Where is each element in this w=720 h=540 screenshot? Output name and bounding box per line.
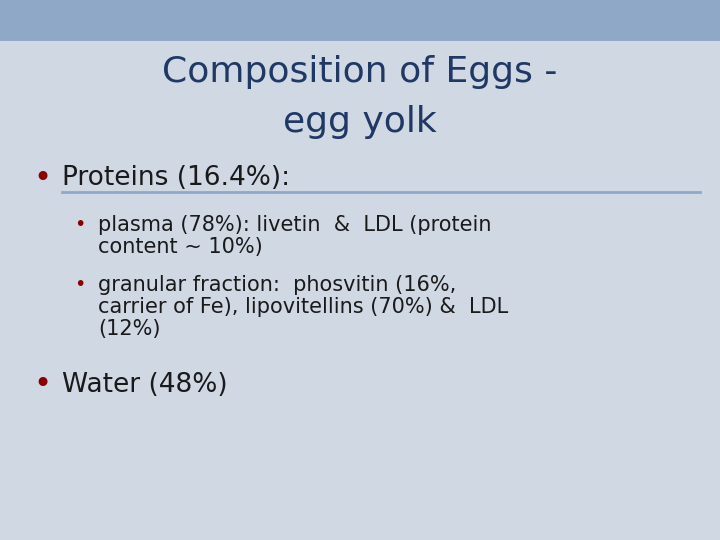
- Text: (12%): (12%): [98, 319, 161, 339]
- Text: •: •: [74, 275, 86, 294]
- Text: content ~ 10%): content ~ 10%): [98, 237, 263, 257]
- Text: •: •: [74, 215, 86, 234]
- Text: egg yolk: egg yolk: [283, 105, 437, 139]
- Text: •: •: [33, 164, 51, 192]
- Text: Proteins (16.4%):: Proteins (16.4%):: [62, 165, 290, 191]
- Text: carrier of Fe), lipovitellins (70%) &  LDL: carrier of Fe), lipovitellins (70%) & LD…: [98, 297, 508, 317]
- Text: granular fraction:  phosvitin (16%,: granular fraction: phosvitin (16%,: [98, 275, 456, 295]
- Text: Composition of Eggs -: Composition of Eggs -: [162, 55, 558, 89]
- Bar: [0, 0, 720, 40]
- Text: plasma (78%): livetin  &  LDL (protein: plasma (78%): livetin & LDL (protein: [98, 215, 492, 235]
- Text: Water (48%): Water (48%): [62, 372, 228, 398]
- Text: •: •: [33, 370, 51, 400]
